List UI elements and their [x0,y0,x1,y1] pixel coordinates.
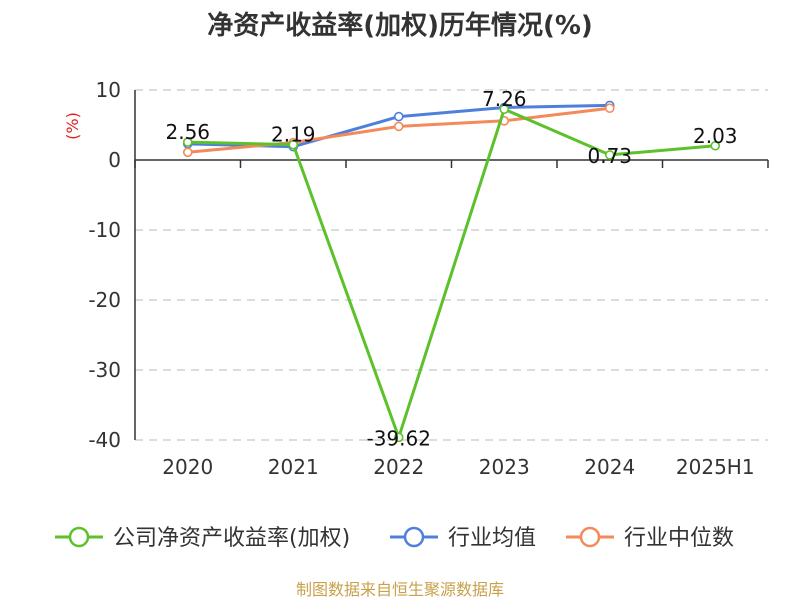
legend-label: 公司净资产收益率(加权) [113,526,350,551]
legend-marker [403,526,425,548]
y-tick-label: -40 [88,428,121,452]
data-point [604,150,615,160]
x-tick-label: 2023 [479,455,530,479]
data-point [499,104,510,114]
legend: 公司净资产收益率(加权) 行业均值 行业中位数 [55,526,734,551]
x-tick-label: 2021 [268,455,319,479]
data-point [393,111,404,122]
data-point [393,121,404,132]
legend-marker [68,526,90,548]
y-tick-label: 10 [96,78,121,102]
data-point [710,140,721,151]
x-tick-label: 2020 [162,455,213,479]
data-point [604,103,615,113]
data-point [393,432,404,443]
legend-label: 行业均值 [448,526,536,551]
chart-title: 净资产收益率(加权)历年情况(%) [207,10,593,41]
grid-lines [135,89,768,441]
y-unit-label: (%) [63,112,82,140]
data-label: 2.56 [165,120,210,144]
data-point [182,147,193,158]
data-label: 7.26 [482,87,527,111]
series-layer [182,100,721,443]
data-labels: 2.56 2.19 -39.62 7.26 0.73 2.03 [165,87,737,450]
y-tick-label: -20 [88,288,121,312]
data-label: 2.03 [693,124,738,148]
y-tick-label: -10 [88,218,121,242]
legend-label: 行业中位数 [624,526,734,551]
axes: 10 0 -10 -20 -30 -40 2020 2021 2022 2023 2024 2025H… [88,78,769,479]
data-point [182,137,193,147]
data-label: 2.19 [271,123,316,147]
legend-marker [579,526,601,548]
data-label: 0.73 [587,144,632,168]
y-tick-label: -30 [88,358,121,382]
x-tick-label: 2025H1 [676,455,755,479]
data-point [288,139,299,150]
series-line [187,107,716,439]
x-tick-label: 2024 [584,455,635,479]
source-note: 制图数据来自恒生聚源数据库 [296,580,504,599]
x-tick-label: 2022 [373,455,424,479]
y-tick-label: 0 [108,148,121,172]
data-label: -39.62 [367,426,431,450]
